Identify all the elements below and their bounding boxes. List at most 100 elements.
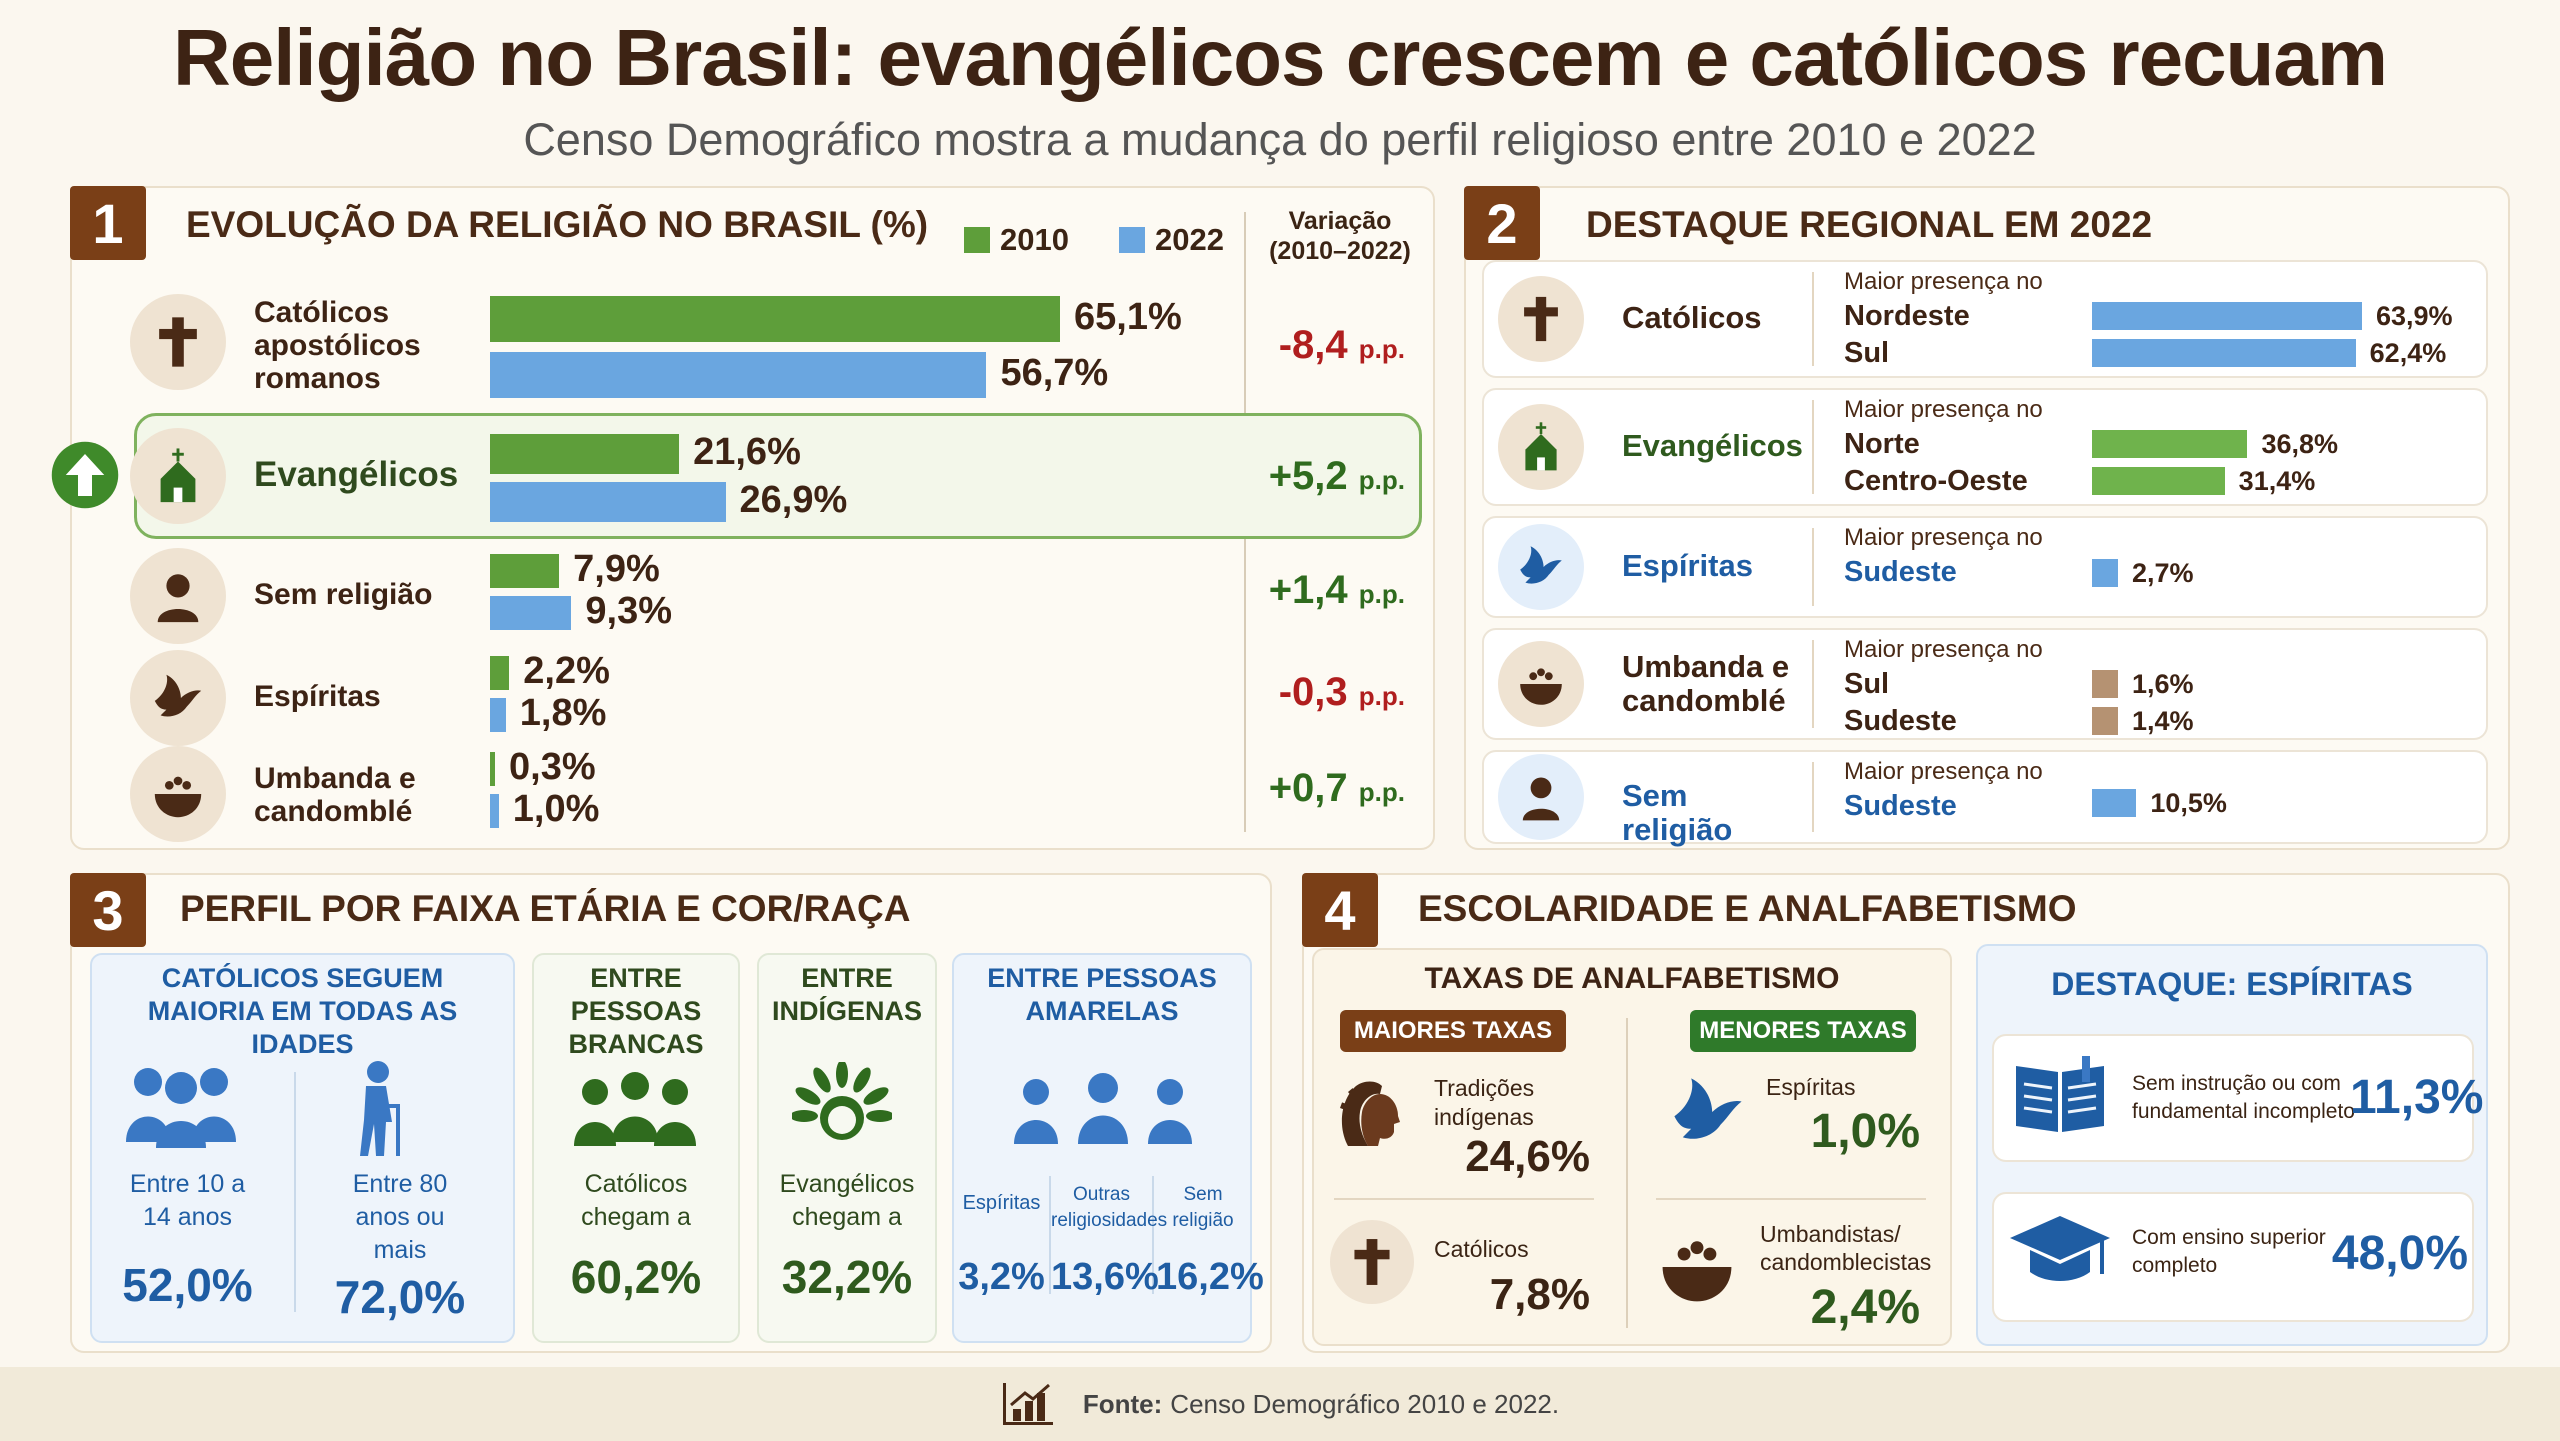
asian-divider-1 xyxy=(1049,1176,1051,1294)
variation-unit: p.p. xyxy=(1358,334,1405,364)
age-old-label: Entre 80 anos ou mais xyxy=(352,1170,448,1264)
bar-2010-value: 7,9% xyxy=(573,548,660,590)
age-old-value: 72,0% xyxy=(334,1271,466,1323)
row-label: Sem religião xyxy=(254,578,464,611)
variation-number: +5,2 xyxy=(1268,454,1348,498)
bar-2010 xyxy=(490,656,510,690)
growth-arrow-icon xyxy=(50,440,120,510)
box-white-value: 60,2% xyxy=(570,1251,702,1303)
region-name: Sudeste xyxy=(1844,790,1957,822)
bar-2010 xyxy=(490,554,560,588)
illiteracy-higher-2-label: Católicos xyxy=(1434,1236,1529,1262)
asian-col-1-label: Espíritas xyxy=(962,1192,1041,1214)
box-asian-title: ENTRE PESSOAS AMARELAS xyxy=(987,963,1217,1026)
region-name: Norte xyxy=(1844,428,1920,460)
region-card xyxy=(1482,750,2488,844)
bar-2010 xyxy=(490,434,680,474)
elderly-person-icon xyxy=(360,1061,400,1156)
panel-4-badge: 4 xyxy=(1302,873,1378,947)
illiteracy-divider xyxy=(1626,1018,1628,1328)
panel-2-badge: 2 xyxy=(1464,186,1540,260)
region-intro: Maior presença no xyxy=(1844,758,2043,785)
row-label: Espíritas xyxy=(254,680,464,713)
evangelicos-highlight xyxy=(134,413,1422,539)
region-intro: Maior presença no xyxy=(1844,524,2043,551)
region-bar xyxy=(2092,339,2356,367)
footer-source-text: Censo Demográfico 2010 e 2022. xyxy=(1170,1388,1560,1419)
region-value: 1,6% xyxy=(2132,669,2194,699)
panel-1-badge: 1 xyxy=(70,186,146,260)
variation-header: Variação (2010–2022) xyxy=(1245,206,1435,266)
row-label-line: Evangélicos xyxy=(254,455,459,494)
variation-unit: p.p. xyxy=(1358,579,1405,609)
asian-col-3-label: Sem religião xyxy=(1172,1184,1234,1231)
bar-2010-value: 65,1% xyxy=(1074,296,1182,338)
region-row-label: Evangélicos xyxy=(1622,428,1803,463)
region-divider xyxy=(1812,640,1814,728)
box-indigenous-value: 32,2% xyxy=(781,1251,913,1303)
box-asian-people xyxy=(952,953,1252,1343)
region-name: Centro-Oeste xyxy=(1844,465,2028,497)
region-value: 1,4% xyxy=(2132,706,2194,736)
region-row-label: Umbanda e candomblé xyxy=(1622,649,1790,718)
bar-2022 xyxy=(490,794,499,828)
region-row-label: Católicos xyxy=(1622,300,1762,335)
region-bar xyxy=(2092,789,2137,817)
variation-unit: p.p. xyxy=(1358,465,1405,495)
bar-2022 xyxy=(490,596,572,630)
region-name: Sudeste xyxy=(1844,705,1957,737)
region-intro: Maior presença no xyxy=(1844,268,2043,295)
separator-line xyxy=(1334,1198,1594,1200)
region-name: Nordeste xyxy=(1844,300,1970,332)
church-icon xyxy=(130,428,226,524)
box-divider xyxy=(294,1072,296,1312)
region-card xyxy=(1482,516,2488,618)
asian-divider-2 xyxy=(1152,1176,1154,1294)
region-name: Sul xyxy=(1844,668,1890,700)
cross-icon xyxy=(130,294,226,390)
row-label-line: Umbanda e xyxy=(254,762,416,795)
footer-source-label: Fonte: xyxy=(1082,1388,1163,1419)
spiritists-highlight-title: DESTAQUE: ESPÍRITAS xyxy=(2051,966,2413,1002)
people-group-icon xyxy=(126,1068,236,1148)
region-card xyxy=(1482,388,2488,506)
age-young-label: Entre 10 a 14 anos xyxy=(129,1170,246,1231)
variation-number: +1,4 xyxy=(1268,568,1348,612)
legend-2022-label: 2022 xyxy=(1154,222,1224,257)
box-indigenous-label: Evangélicos chegam a xyxy=(779,1170,915,1231)
book-icon xyxy=(2016,1056,2104,1132)
box-white-title: ENTRE PESSOAS BRANCAS xyxy=(568,963,704,1059)
three-people-icon xyxy=(1014,1073,1192,1144)
region-bar xyxy=(2092,559,2118,587)
box-white-people xyxy=(532,953,740,1343)
graduation-cap-icon xyxy=(2010,1216,2110,1281)
person-icon xyxy=(130,548,226,644)
legend-2022-swatch xyxy=(1118,227,1145,253)
region-divider xyxy=(1812,400,1814,494)
separator-line-2 xyxy=(1656,1198,1926,1200)
row-label-line: romanos xyxy=(254,362,381,395)
bar-2010-value: 21,6% xyxy=(693,431,801,473)
illiteracy-lower-2-value: 2,4% xyxy=(1810,1281,1920,1334)
region-bar xyxy=(2092,670,2118,698)
highlight-1-value: 11,3% xyxy=(2350,1071,2484,1124)
highlight-1-label: Sem instrução ou com fundamental incompl… xyxy=(2132,1072,2355,1123)
region-divider xyxy=(1812,272,1814,366)
region-intro: Maior presença no xyxy=(1844,636,2043,663)
region-value: 2,7% xyxy=(2132,558,2194,588)
indigenous-headdress-icon xyxy=(1339,1081,1400,1146)
panel-1-title: EVOLUÇÃO DA RELIGIÃO NO BRASIL (%) xyxy=(186,204,929,245)
higher-rates-label: MAIORES TAXAS xyxy=(1340,1010,1566,1052)
variation-number: +0,7 xyxy=(1268,766,1348,810)
row-label: Evangélicos xyxy=(254,455,464,494)
variation-value: +5,2 p.p. xyxy=(1250,454,1405,499)
variation-header-period: (2010–2022) xyxy=(1269,237,1411,265)
bar-chart-icon xyxy=(1002,1383,1053,1425)
region-value: 36,8% xyxy=(2261,429,2339,459)
bar-2022-value: 56,7% xyxy=(1000,352,1109,394)
asian-col-2-value: 13,6% xyxy=(1051,1256,1159,1298)
page-title: Religião no Brasil: evangélicos crescem … xyxy=(172,13,2388,102)
row-label-line: apostólicos xyxy=(254,329,421,362)
dove-icon xyxy=(130,650,226,746)
legend: 2010 2022 xyxy=(964,222,1224,258)
